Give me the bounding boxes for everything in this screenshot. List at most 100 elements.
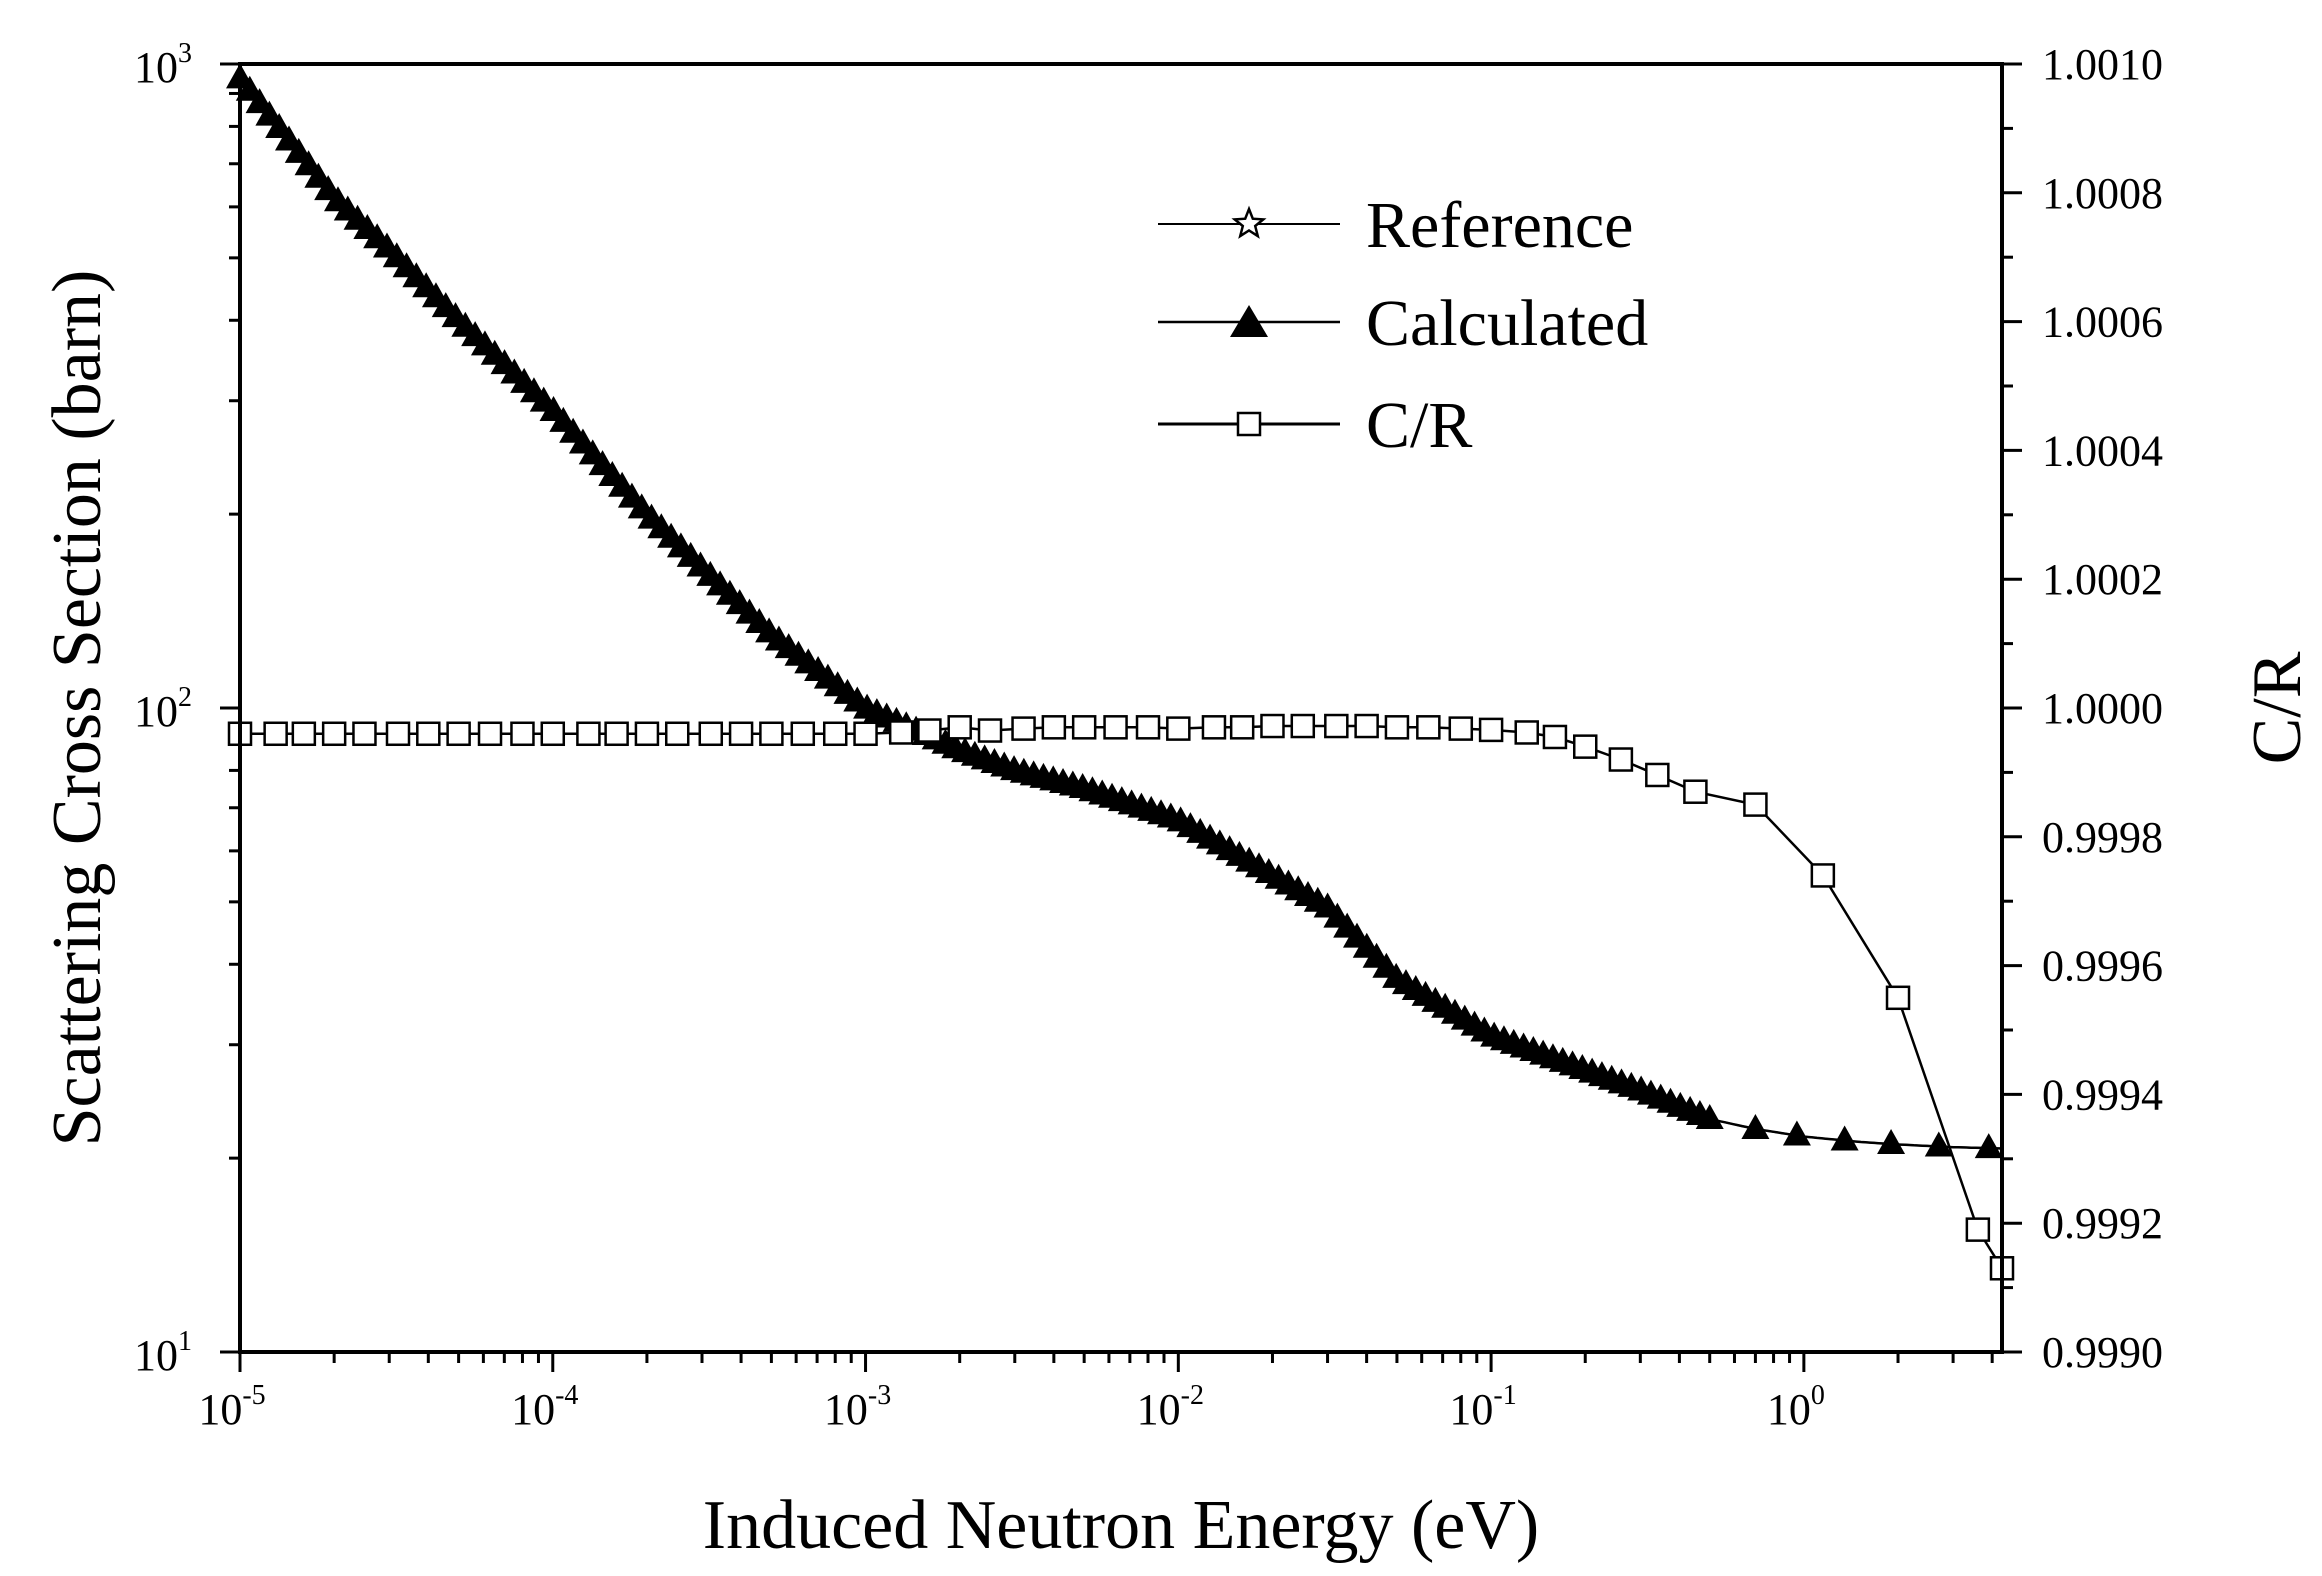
cr-point	[263, 721, 288, 747]
x-tick-label: 10-4	[511, 1380, 578, 1434]
cr-point	[1608, 747, 1634, 772]
y-left-tick-label: 102	[134, 682, 192, 736]
cr-point	[321, 721, 347, 747]
cr-point	[540, 721, 566, 747]
y-right-tick-label: 0.9990	[2042, 1328, 2163, 1377]
y-left-tick-label-exp: 1	[178, 1326, 192, 1357]
y-left-tick-label-base: 10	[134, 687, 178, 736]
cr-point	[853, 721, 878, 747]
y-right-tick-label: 0.9992	[2042, 1199, 2163, 1248]
y-right-tick-label: 1.0006	[2042, 298, 2163, 347]
cr-point	[790, 721, 816, 747]
cr-point	[1354, 713, 1379, 739]
cr-point	[1201, 715, 1227, 740]
cr-line	[240, 724, 2004, 1269]
cr-point	[1324, 713, 1349, 739]
cr-point	[1542, 724, 1568, 750]
x-tick-label: 100	[1767, 1380, 1825, 1434]
y-right-axis-title: C/R	[2239, 651, 2316, 764]
cr-point	[1290, 713, 1316, 739]
cr-point	[291, 721, 317, 747]
x-tick-label-exp: -4	[555, 1380, 578, 1411]
series-markers	[226, 63, 2015, 1281]
cr-point	[1384, 715, 1410, 740]
y-right-tick-label: 1.0002	[2042, 555, 2163, 604]
cr-point	[1572, 734, 1598, 759]
cr-point	[1645, 762, 1670, 788]
legend-cr-square-icon	[1236, 411, 1262, 437]
calculated-point	[1830, 1125, 1859, 1151]
cr-point	[888, 720, 914, 745]
cr-point	[352, 721, 377, 747]
x-tick-label-exp: -3	[868, 1380, 891, 1411]
y-left-tick-label: 101	[134, 1326, 192, 1380]
y-right-tick-label: 0.9996	[2042, 942, 2163, 991]
x-tick-label-base: 10	[1137, 1385, 1181, 1434]
cr-point	[698, 721, 724, 747]
cr-point	[477, 721, 503, 747]
legend-entry-calculated: Calculated	[1158, 287, 1648, 360]
calculated-point	[1695, 1104, 1724, 1130]
cr-point	[416, 721, 441, 747]
y-left-tick-label: 103	[134, 38, 192, 92]
cr-point	[1885, 985, 1911, 1011]
y-right-tick-label: 1.0004	[2042, 426, 2163, 475]
legend: Reference Calculated C/R	[1158, 189, 1648, 462]
y-left-tick-label-base: 10	[134, 1331, 178, 1380]
calculated-point	[1974, 1133, 2003, 1159]
x-tick-label-exp: -2	[1181, 1380, 1204, 1411]
cr-point	[728, 721, 754, 747]
cr-point	[510, 721, 535, 747]
x-tick-label-base: 10	[511, 1385, 555, 1434]
x-tick-label-base: 10	[824, 1385, 868, 1434]
plot-frame	[238, 62, 2004, 1354]
cr-point	[446, 721, 471, 747]
cr-point	[1135, 715, 1161, 740]
y-left-axis-title: Scattering Cross Section (barn)	[39, 270, 116, 1147]
legend-calculated-label: Calculated	[1366, 287, 1648, 360]
y-right-tick-label: 1.0000	[2042, 684, 2163, 733]
cr-point	[664, 721, 690, 747]
x-axis-title: Induced Neutron Energy (eV)	[703, 1487, 1539, 1564]
cr-point	[1041, 715, 1067, 740]
cr-point	[604, 721, 629, 747]
legend-calculated-triangle-icon	[1230, 305, 1268, 337]
legend-entry-reference: Reference	[1158, 189, 1633, 262]
calculated-point	[1741, 1113, 1770, 1139]
x-tick-label-base: 10	[1767, 1385, 1811, 1434]
cr-point	[759, 721, 784, 747]
legend-reference-star-icon	[1231, 205, 1267, 239]
y-right-tick-labels: 0.9990 0.9992 0.9994 0.9996 0.9998 1.0000 1.00…	[2042, 40, 2163, 1377]
calculated-point	[1782, 1120, 1811, 1146]
cr-point	[1965, 1217, 1991, 1242]
y-left-tick-label-exp: 2	[178, 682, 192, 713]
cr-point	[1260, 713, 1285, 739]
cr-point	[1743, 792, 1768, 817]
cr-point	[385, 721, 411, 747]
cr-point	[1683, 779, 1708, 804]
reference-line	[239, 77, 2003, 1150]
cr-point	[1478, 717, 1504, 743]
cr-point	[1448, 716, 1474, 741]
y-right-tick-label: 1.0010	[2042, 40, 2163, 89]
y-left-tick-label-exp: 3	[178, 38, 192, 69]
x-tick-label: 10-1	[1449, 1380, 1516, 1434]
y-right-tick-label: 0.9994	[2042, 1070, 2163, 1119]
cr-point	[1514, 720, 1539, 745]
cr-point	[822, 721, 848, 747]
cr-point	[1103, 715, 1128, 740]
x-tick-label-base: 10	[1449, 1385, 1493, 1434]
calculated-line	[239, 77, 2003, 1150]
cr-point	[977, 718, 1003, 743]
x-tick-label-exp: 0	[1811, 1380, 1825, 1411]
x-tick-labels: 10-5 10-4 10-3 10-2 10-1 100	[198, 1380, 1825, 1434]
legend-entry-cr: C/R	[1158, 389, 1472, 462]
x-tick-label: 10-2	[1137, 1380, 1204, 1434]
calculated-point	[1877, 1129, 1906, 1155]
x-tick-label-exp: -5	[242, 1380, 265, 1411]
y-right-tick-label: 0.9998	[2042, 813, 2163, 862]
cr-point	[1071, 715, 1097, 740]
x-tick-label-base: 10	[198, 1385, 242, 1434]
y-left-tick-label-base: 10	[134, 43, 178, 92]
